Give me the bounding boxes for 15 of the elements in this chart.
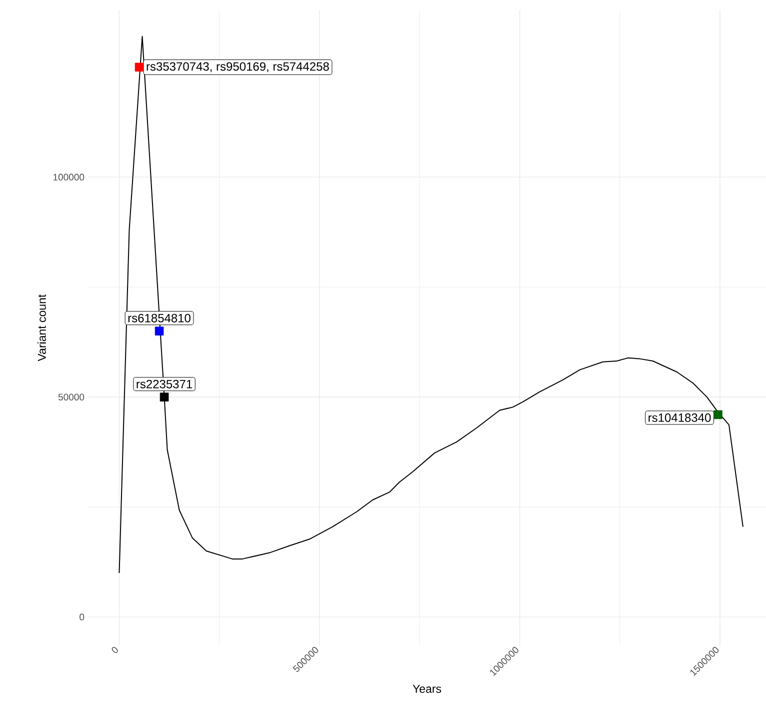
- point: [134, 62, 144, 72]
- y-tick-label: 100000: [54, 174, 84, 181]
- x-tick-label: 0: [112, 646, 118, 653]
- y-tick-label: 0: [80, 614, 84, 620]
- point: [154, 326, 164, 336]
- y-axis-title: Variant count: [38, 294, 46, 362]
- annotation: rs10418340: [648, 413, 711, 422]
- annotation: rs61854810: [128, 314, 190, 322]
- point: [160, 392, 169, 402]
- annotation: rs2235371: [136, 380, 192, 388]
- line-series: [118, 36, 744, 574]
- y-tick-label: 50000: [58, 394, 84, 400]
- annotation: rs35370743, rs950169, rs5744258: [146, 62, 329, 72]
- x-axis-title: Years: [412, 684, 442, 693]
- point: [714, 410, 722, 420]
